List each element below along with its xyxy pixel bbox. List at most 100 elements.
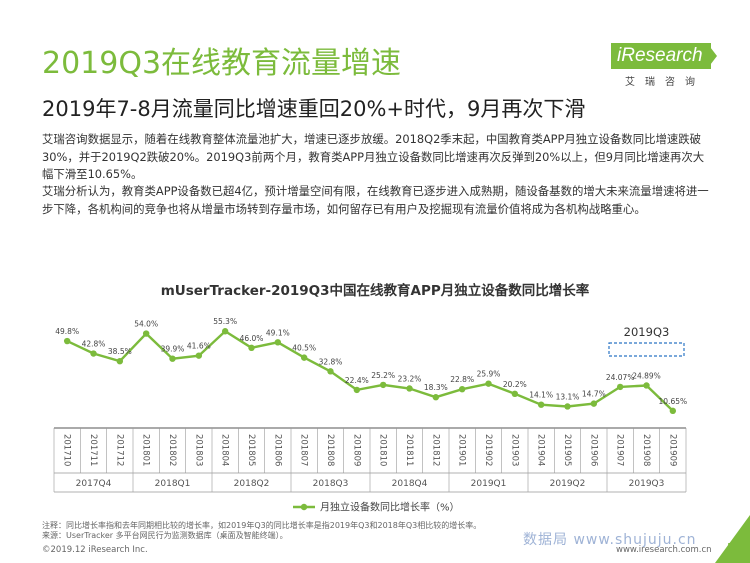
x-tick-label: 201810 — [378, 434, 388, 466]
data-point — [248, 344, 255, 352]
x-tick-label: 201711 — [88, 434, 98, 466]
series-line — [66, 329, 674, 412]
data-label: 55.3% — [213, 317, 237, 326]
annotation-label: 2019Q3 — [624, 325, 670, 339]
data-point — [458, 385, 466, 393]
data-label: 24.07% — [606, 373, 635, 382]
data-label: 49.8% — [55, 327, 79, 336]
x-tick-label: 201803 — [193, 434, 203, 466]
data-point — [353, 386, 361, 394]
x-tick-label: 201904 — [536, 434, 546, 466]
annotation-box — [608, 342, 685, 357]
data-label: 46.0% — [240, 334, 264, 343]
data-point — [274, 339, 282, 346]
data-point — [63, 337, 71, 345]
data-label: 24.89% — [632, 371, 661, 380]
data-label: 42.8% — [82, 340, 106, 349]
iresearch-logo: iResearch 艾瑞咨询 — [611, 43, 723, 88]
data-label: 39.9% — [161, 345, 185, 354]
x-tick-label: 201710 — [62, 434, 72, 466]
data-label: 32.8% — [319, 357, 343, 366]
x-tick-label: 201809 — [351, 434, 361, 466]
chart-source: 来源：UserTracker 多平台网民行为监测数据库（桌面及智能终端）。 — [42, 531, 288, 540]
data-label: 25.9% — [477, 370, 501, 379]
x-tick-label: 201801 — [141, 434, 151, 466]
data-label: 41.6% — [187, 342, 211, 351]
watermark-text: 数据局 www.shujuju.cn — [523, 532, 697, 548]
data-label: 25.2% — [371, 371, 395, 380]
legend-marker — [300, 503, 308, 511]
legend-label: 月独立设备数同比增长率（%） — [320, 501, 460, 514]
x-tick-label: 201902 — [483, 434, 493, 466]
data-label: 14.1% — [529, 391, 553, 400]
chart-note: 注释：同比增长率指和去年同期相比较的增长率，如2019年Q3的同比增长率是指20… — [42, 521, 482, 530]
data-point — [379, 381, 387, 389]
quarter-label: 2019Q2 — [550, 479, 586, 489]
data-label: 10.65% — [659, 397, 688, 406]
data-label: 22.8% — [450, 375, 474, 384]
x-tick-label: 201807 — [299, 434, 309, 466]
x-tick-label: 201811 — [404, 434, 414, 466]
data-label: 18.3% — [424, 383, 448, 392]
quarter-label: 2019Q3 — [629, 479, 665, 489]
quarter-label: 2018Q4 — [392, 479, 428, 489]
logo-text: iResearch — [611, 43, 711, 69]
x-tick-label: 201712 — [114, 434, 124, 466]
x-tick-label: 201903 — [509, 434, 519, 466]
data-point — [195, 352, 203, 359]
data-point — [564, 403, 571, 410]
data-label: 14.7% — [582, 390, 606, 399]
data-label: 22.4% — [345, 376, 369, 385]
data-point — [142, 330, 150, 337]
data-point — [406, 385, 413, 392]
x-tick-label: 201905 — [562, 434, 572, 466]
data-point — [300, 354, 308, 361]
page-subtitle: 2019年7-8月流量同比增速重回20%+时代，9月再次下滑 — [42, 97, 586, 121]
corner-decoration — [715, 515, 750, 563]
data-point — [116, 357, 124, 365]
quarter-label: 2017Q4 — [76, 479, 112, 489]
data-point — [485, 380, 492, 387]
page-title: 2019Q3在线教育流量增速 — [42, 46, 402, 81]
data-label: 20.2% — [503, 380, 527, 389]
data-point — [669, 407, 677, 415]
data-label: 13.1% — [556, 392, 580, 401]
paragraph-analysis: 艾瑞分析认为，教育类APP设备数已超4亿，预计增量空间有限，在线教育已逐步进入成… — [42, 184, 709, 216]
data-point — [327, 368, 334, 375]
paragraph-data-summary: 艾瑞咨询数据显示，随着在线教育整体流量池扩大，增速已逐步放缓。2018Q2季末起… — [42, 132, 705, 181]
data-point — [169, 355, 176, 362]
website-url[interactable]: www.iresearch.com.cn — [616, 545, 712, 555]
quarter-label: 2019Q1 — [471, 479, 507, 489]
x-tick-label: 201909 — [667, 434, 677, 466]
x-tick-label: 201805 — [246, 434, 256, 466]
page-number: 5 — [727, 540, 736, 557]
x-tick-label: 201906 — [588, 434, 598, 466]
data-label: 49.1% — [266, 328, 290, 337]
x-tick-label: 201808 — [325, 434, 335, 466]
x-tick-label: 201802 — [167, 434, 177, 466]
data-point — [616, 383, 624, 391]
logo-arrow-shape — [707, 43, 717, 69]
x-tick-label: 201901 — [457, 434, 467, 466]
quarter-label: 2018Q2 — [234, 479, 270, 489]
x-tick-label: 201908 — [641, 434, 651, 466]
data-label: 40.5% — [292, 344, 316, 353]
logo-subtext: 艾瑞咨询 — [625, 77, 705, 88]
data-point — [590, 400, 598, 407]
data-point — [511, 390, 519, 398]
x-tick-label: 201812 — [430, 434, 440, 466]
data-point — [537, 401, 545, 408]
x-tick-label: 201804 — [220, 434, 230, 466]
data-label: 23.2% — [398, 374, 422, 383]
data-label: 38.5% — [108, 347, 132, 356]
chart-title: mUserTracker-2019Q3中国在线教育APP月独立设备数同比增长率 — [160, 283, 590, 299]
x-tick-label: 201907 — [615, 434, 625, 466]
data-point — [221, 328, 229, 335]
data-label: 54.0% — [134, 320, 158, 329]
data-point — [643, 382, 650, 389]
quarter-label: 2018Q1 — [155, 479, 191, 489]
x-tick-label: 201806 — [272, 434, 282, 466]
quarter-label: 2018Q3 — [313, 479, 349, 489]
copyright-text: ©2019.12 iResearch Inc. — [42, 545, 148, 555]
